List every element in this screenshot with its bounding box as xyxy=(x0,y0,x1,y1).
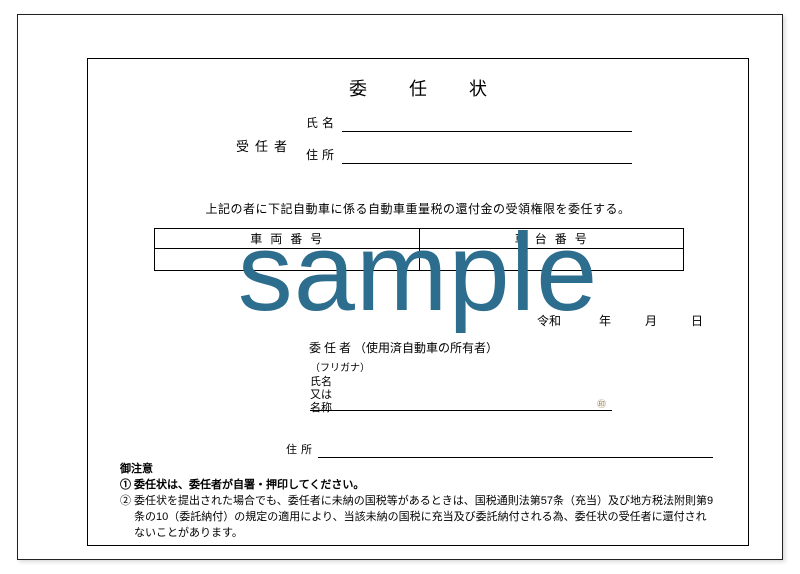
notice-section: 御注意 ① 委任状は、委任者が自署・押印してください。 ② 委任状を提出された場… xyxy=(120,462,716,542)
col-vehicle-number: 車両番号 xyxy=(155,229,420,249)
table-row xyxy=(155,249,684,271)
vehicle-table: 車両番号 車台番号 xyxy=(154,228,684,271)
org-label: 名称 xyxy=(310,399,332,415)
delegator-address-line xyxy=(318,445,713,458)
delegator-address-row: 住所 xyxy=(286,440,713,458)
page-title: 委任状 xyxy=(88,75,748,101)
notice-item-2: ② 委任状を提出された場合でも、委任者に未納の国税等があるときは、国税通則法第5… xyxy=(120,494,716,542)
assignee-name-line xyxy=(342,118,632,132)
assignee-label: 受任者 xyxy=(236,136,293,155)
cell-vehicle-number xyxy=(155,249,420,271)
furigana-label: （フリガナ） xyxy=(310,359,370,374)
card: 委任状 受任者 氏名 住所 上記の者に下記自動車に係る自動車重量税の還付金の受領… xyxy=(17,14,783,560)
address-label: 住所 xyxy=(306,146,338,163)
delegator-main: 委任者 xyxy=(309,341,354,355)
statement-text: 上記の者に下記自動車に係る自動車重量税の還付金の受領権限を委任する。 xyxy=(88,200,748,217)
date-row: 令和 年 月 日 xyxy=(537,312,703,329)
assignee-name-row: 氏名 xyxy=(306,114,632,132)
era-label: 令和 xyxy=(537,312,561,329)
day-unit: 日 xyxy=(691,312,703,329)
delegator-address-label: 住所 xyxy=(286,444,316,456)
name-label: 氏名 xyxy=(306,114,338,131)
form-page: 委任状 受任者 氏名 住所 上記の者に下記自動車に係る自動車重量税の還付金の受領… xyxy=(87,58,749,546)
seal-mark: ㊞ xyxy=(596,399,607,410)
assignee-address-row: 住所 xyxy=(306,146,632,164)
year-unit: 年 xyxy=(599,312,611,329)
delegator-title: 委任者（使用済自動車の所有者） xyxy=(309,339,498,356)
col-chassis-number: 車台番号 xyxy=(419,229,684,249)
assignee-address-line xyxy=(342,150,632,164)
delegator-name-line xyxy=(310,410,612,411)
notice-heading: 御注意 xyxy=(120,462,716,478)
delegator-paren: （使用済自動車の所有者） xyxy=(354,341,498,355)
month-unit: 月 xyxy=(645,312,657,329)
cell-chassis-number xyxy=(419,249,684,271)
notice-item-1: ① 委任状は、委任者が自署・押印してください。 xyxy=(120,478,716,494)
